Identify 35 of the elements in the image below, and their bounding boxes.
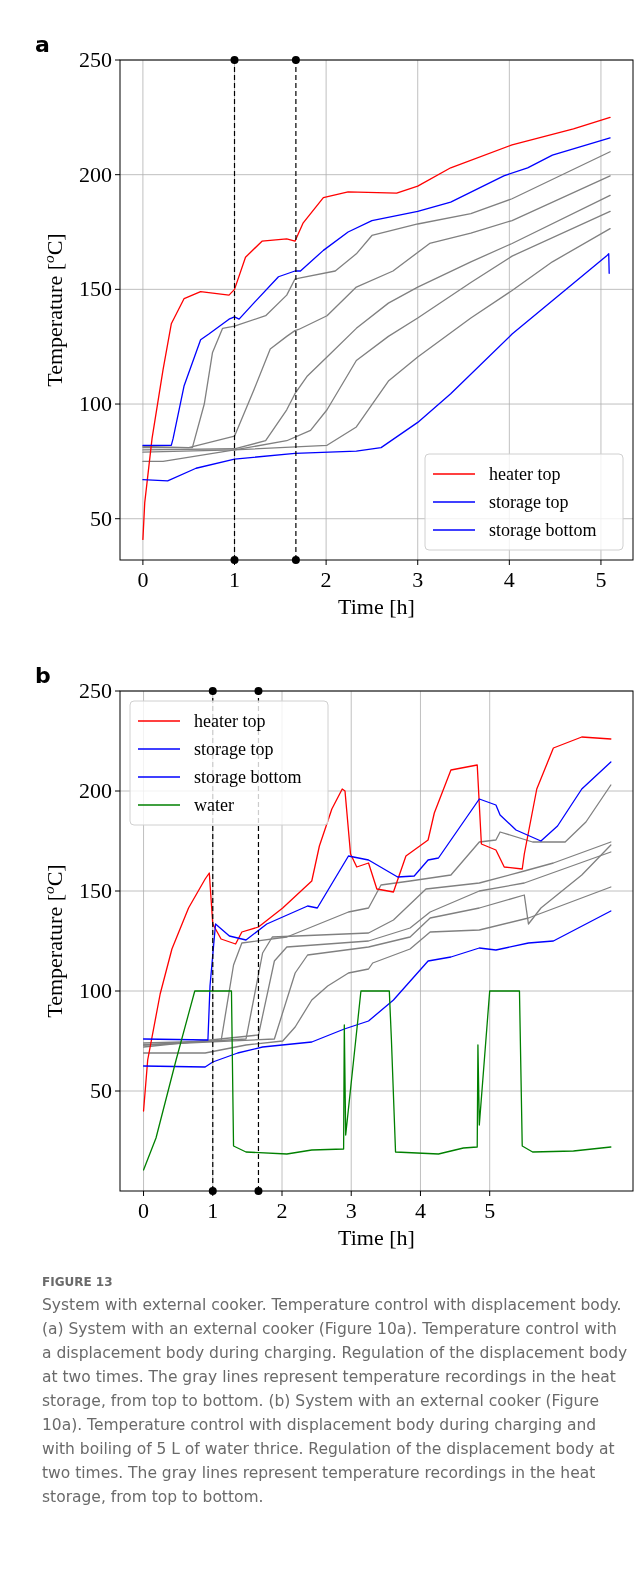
x-axis-title: Time [h] <box>338 1225 415 1250</box>
x-tick-label: 5 <box>595 567 607 592</box>
y-tick-label: 250 <box>79 47 112 72</box>
y-tick-label: 150 <box>79 878 112 903</box>
text: System with external cooker. Temperature control with displacement body. (a) System with an external cooker (Figure 10a). Temperature control with a displacement body during charging. Regulation of the displacement body at two times. The gray lines represent temperature recordings in the heat storage, from top to bottom. (b) System with an external cooker (Figure 10a). Temperature control with displacement body during charging and with boiling of 5 L of water thrice. Regulation of the displacement body at two times. The gray lines represent temperature recordings in the heat storage, from top to bottom. <box>42 1296 628 1506</box>
x-tick-label: 1 <box>229 567 241 592</box>
y-tick-label: 150 <box>79 276 112 302</box>
legend-label: heater top <box>194 711 266 731</box>
x-tick-label: 2 <box>276 1198 288 1223</box>
legend-label: storage bottom <box>194 767 302 787</box>
x-tick-label: 3 <box>345 1198 357 1223</box>
legend-label: water <box>194 795 234 815</box>
legend-label: storage top <box>489 492 569 512</box>
x-tick-label: 4 <box>414 1198 426 1223</box>
x-tick-label: 1 <box>207 1198 219 1223</box>
y-tick-label: 200 <box>79 778 112 803</box>
y-tick-label: 200 <box>79 161 112 187</box>
y-tick-label: 50 <box>90 505 112 531</box>
x-tick-label: 0 <box>138 1198 150 1223</box>
legend-label: storage bottom <box>489 520 597 540</box>
y-tick-label: 250 <box>79 678 112 703</box>
y-tick-label: 50 <box>90 1078 112 1103</box>
x-tick-label: 4 <box>503 567 515 592</box>
chart-title: a <box>35 32 50 57</box>
x-tick-label: 3 <box>412 567 424 592</box>
x-tick-label: 2 <box>320 567 332 592</box>
legend-label: heater top <box>489 464 561 484</box>
y-tick-label: 100 <box>79 391 112 417</box>
x-tick-label: 0 <box>137 567 149 592</box>
legend-label: storage top <box>194 739 274 759</box>
x-axis-title: Time [h] <box>338 594 415 619</box>
chart-title: b <box>35 663 51 688</box>
x-tick-label: 5 <box>484 1198 496 1223</box>
y-tick-label: 100 <box>79 978 112 1003</box>
caption: FIGURE 13 <box>42 1275 114 1289</box>
